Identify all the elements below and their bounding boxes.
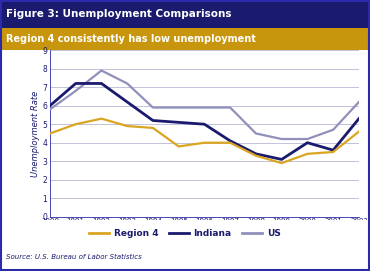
Y-axis label: Unemployment Rate: Unemployment Rate [30, 90, 40, 177]
Text: Region 4 consistently has low unemployment: Region 4 consistently has low unemployme… [6, 34, 255, 44]
Text: Source: U.S. Bureau of Labor Statistics: Source: U.S. Bureau of Labor Statistics [6, 254, 141, 260]
Text: Figure 3: Unemployment Comparisons: Figure 3: Unemployment Comparisons [6, 9, 231, 19]
Legend: Region 4, Indiana, US: Region 4, Indiana, US [86, 226, 284, 242]
